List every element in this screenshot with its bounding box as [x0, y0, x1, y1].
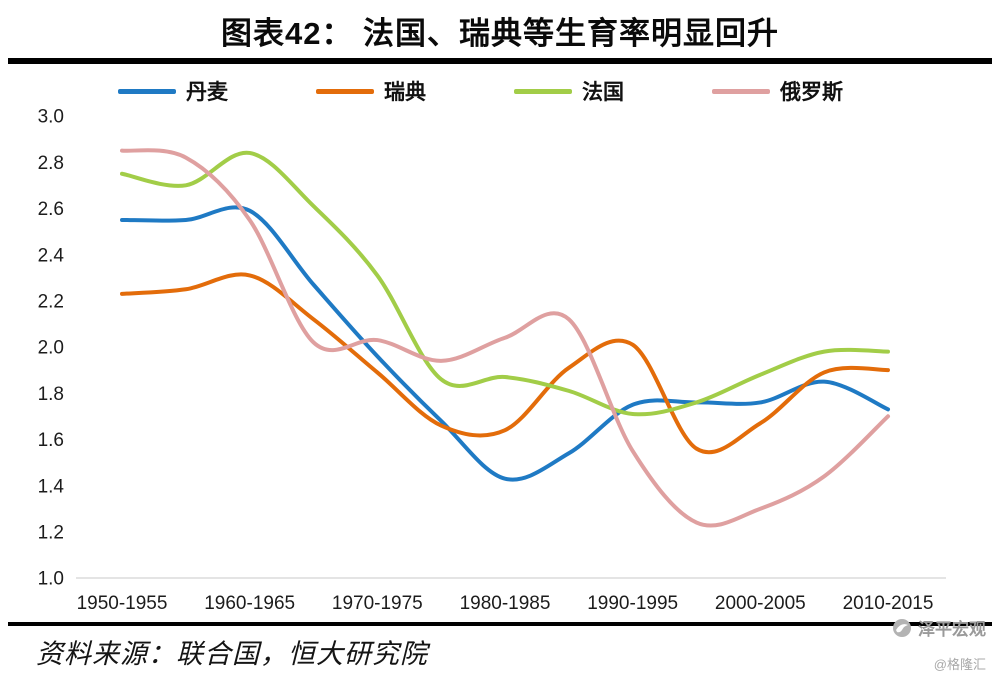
x-tick-label: 1960-1965: [204, 593, 295, 614]
watermark-name: 泽平宏观: [918, 620, 986, 639]
x-tick-label: 1970-1975: [332, 593, 423, 614]
x-tick-label: 2010-2015: [843, 593, 934, 614]
y-tick-label: 2.6: [38, 199, 64, 220]
top-divider: [8, 58, 992, 64]
series-line-俄罗斯: [120, 148, 890, 528]
source-note: 资料来源：联合国，恒大研究院: [36, 639, 428, 669]
watermark-handle: @格隆汇: [933, 657, 986, 672]
legend-item-瑞典: 瑞典: [316, 76, 426, 106]
legend-swatch-icon: [118, 88, 176, 94]
zeping-macro-logo-icon: [892, 618, 912, 638]
legend-swatch-icon: [514, 88, 572, 94]
y-tick-label: 1.8: [38, 384, 64, 405]
x-tick-label: 1950-1955: [77, 593, 168, 614]
y-tick-label: 3.0: [38, 107, 64, 128]
y-tick-label: 1.2: [38, 522, 64, 543]
x-tick-label: 2000-2005: [715, 593, 806, 614]
legend-item-法国: 法国: [514, 76, 624, 106]
y-tick-label: 1.4: [38, 476, 65, 497]
x-tick-label: 1980-1985: [460, 593, 551, 614]
series-line-瑞典: [120, 272, 890, 455]
legend-swatch-icon: [316, 88, 374, 94]
watermark: 泽平宏观: [892, 615, 986, 640]
y-tick-label: 2.8: [38, 153, 64, 174]
y-tick-label: 2.0: [38, 338, 64, 359]
legend-label: 丹麦: [186, 81, 228, 104]
series-line-丹麦: [120, 205, 890, 482]
y-tick-label: 2.2: [38, 291, 64, 312]
x-tick-label: 1990-1995: [587, 593, 678, 614]
y-tick-label: 1.0: [38, 569, 64, 590]
legend-label: 瑞典: [384, 81, 426, 104]
legend-item-俄罗斯: 俄罗斯: [712, 76, 843, 106]
bottom-divider: [8, 622, 992, 626]
chart-legend: 丹麦 瑞典 法国 俄罗斯: [118, 76, 843, 106]
legend-label: 俄罗斯: [780, 81, 843, 104]
y-tick-label: 1.6: [38, 430, 64, 451]
legend-label: 法国: [582, 81, 624, 104]
legend-item-丹麦: 丹麦: [118, 76, 228, 106]
series-line-法国: [120, 150, 890, 417]
chart-title: 图表42： 法国、瑞典等生育率明显回升: [220, 16, 780, 51]
y-tick-label: 2.4: [38, 245, 65, 266]
line-chart: 3.0 2.8 2.6 2.4 2.2 2.0 1.8 1.6 1.4 1.2 1.0 1950-19…: [38, 107, 946, 614]
legend-swatch-icon: [712, 88, 770, 94]
